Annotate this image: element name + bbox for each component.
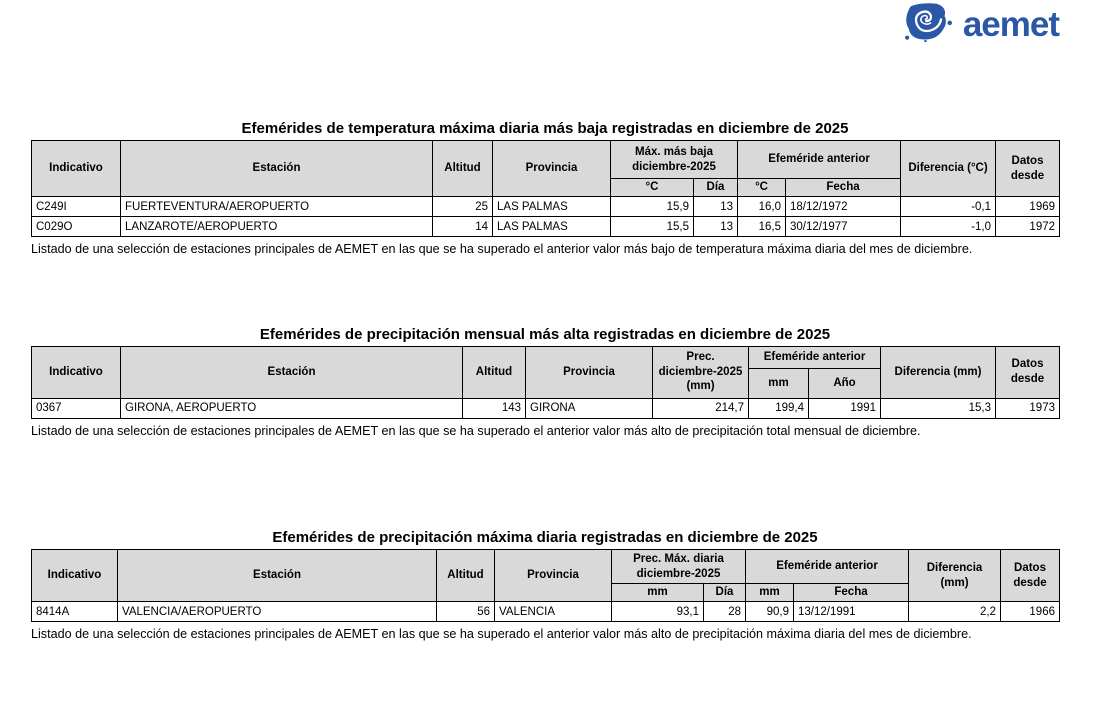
monthly-precip-table: Indicativo Estación Altitud Provincia Pr… [31, 345, 1060, 419]
header-estacion: Estación [117, 549, 437, 603]
section-monthly-precipitation-records: Efemérides de precipitación mensual más … [31, 325, 1060, 442]
header-datos-desde: Datos desde [1000, 549, 1060, 603]
subheader-previous-year: Año [808, 367, 881, 399]
daily-precip-table: Indicativo Estación Altitud Provincia Pr… [31, 549, 1060, 623]
cell-altitud: 143 [462, 397, 526, 419]
page-header: aemet [0, 0, 1095, 43]
table-row: C249I FUERTEVENTURA/AEROPUERTO 25 LAS PA… [31, 196, 1061, 217]
header-group-current: Prec. Máx. diaria diciembre-2025 [611, 549, 746, 585]
cell-estacion: FUERTEVENTURA/AEROPUERTO [120, 196, 433, 217]
cell-diferencia: 2,2 [908, 601, 1001, 623]
table-note-temperature: Listado de una selección de estaciones p… [31, 242, 973, 256]
subheader-previous-date: Fecha [785, 178, 902, 197]
temperature-table: Indicativo Estación Altitud Provincia Má… [31, 140, 1061, 237]
cell-previous-year: 1991 [808, 397, 881, 419]
header-current-precip: Prec. diciembre-2025 (mm) [652, 345, 749, 399]
header-estacion: Estación [120, 345, 463, 399]
header-provincia: Provincia [494, 549, 612, 603]
header-group-previous: Efeméride anterior [737, 140, 902, 179]
header-altitud: Altitud [432, 140, 493, 197]
cell-datos-desde: 1966 [1000, 601, 1060, 623]
aemet-logo: aemet [901, 2, 1060, 47]
table-row: 8414A VALENCIA/AEROPUERTO 56 VALENCIA 93… [31, 601, 1060, 623]
cell-previous-value: 199,4 [748, 397, 809, 419]
header-provincia: Provincia [492, 140, 611, 197]
header-datos-desde: Datos desde [995, 140, 1061, 197]
table-title-monthly-precip: Efemérides de precipitación mensual más … [259, 325, 831, 343]
cell-previous-value: 90,9 [745, 601, 794, 623]
header-diferencia: Diferencia (mm) [908, 549, 1001, 603]
cell-current-value: 214,7 [652, 397, 749, 419]
table-note-daily-precip: Listado de una selección de estaciones p… [31, 627, 972, 642]
header-diferencia: Diferencia (mm) [880, 345, 996, 399]
header-group-current: Máx. más baja diciembre-2025 [609, 140, 739, 179]
section-temperature-records: Efemérides de temperatura máxima diaria … [31, 120, 1061, 260]
cell-previous-date: 13/12/1991 [793, 601, 909, 623]
header-altitud: Altitud [436, 549, 495, 603]
cell-estacion: VALENCIA/AEROPUERTO [117, 601, 437, 623]
cell-provincia: LAS PALMAS [492, 196, 611, 217]
cell-diferencia: -1,0 [900, 216, 997, 237]
cell-indicativo: 0367 [31, 397, 121, 419]
subheader-previous-date: Fecha [793, 583, 909, 603]
header-indicativo: Indicativo [31, 549, 118, 603]
aemet-logo-icon [901, 2, 955, 47]
subheader-current-day: Día [692, 178, 739, 197]
cell-current-value: 15,9 [610, 196, 694, 217]
header-datos-desde: Datos desde [995, 345, 1060, 399]
section-daily-precipitation-records: Efemérides de precipitación máxima diari… [31, 529, 1060, 645]
table-title-temperature: Efemérides de temperatura máxima diaria … [241, 120, 849, 137]
subheader-previous-unit: mm [748, 367, 809, 399]
subheader-current-unit: mm [611, 583, 704, 603]
cell-previous-value: 16,5 [737, 216, 787, 237]
header-provincia: Provincia [525, 345, 653, 399]
cell-datos-desde: 1969 [995, 196, 1061, 217]
cell-current-day: 13 [692, 196, 739, 217]
cell-indicativo: C029O [31, 216, 121, 237]
cell-datos-desde: 1972 [995, 216, 1061, 237]
cell-previous-date: 18/12/1972 [785, 196, 902, 217]
cell-provincia: LAS PALMAS [492, 216, 611, 237]
aemet-logo-wordmark: aemet [962, 4, 1060, 44]
subheader-current-day: Día [703, 583, 746, 603]
cell-indicativo: C249I [31, 196, 121, 217]
subheader-previous-unit: °C [737, 178, 787, 197]
table-title-daily-precip: Efemérides de precipitación máxima diari… [272, 529, 818, 547]
table-row: C029O LANZAROTE/AEROPUERTO 14 LAS PALMAS… [31, 216, 1061, 237]
header-indicativo: Indicativo [31, 345, 121, 399]
cell-estacion: LANZAROTE/AEROPUERTO [120, 216, 433, 237]
cell-provincia: GIRONA [525, 397, 653, 419]
cell-previous-date: 30/12/1977 [785, 216, 902, 237]
cell-diferencia: 15,3 [880, 397, 996, 419]
cell-current-day: 28 [703, 601, 746, 623]
table-note-monthly-precip: Listado de una selección de estaciones p… [31, 423, 921, 438]
subheader-current-unit: °C [610, 178, 694, 197]
cell-diferencia: -0,1 [900, 196, 997, 217]
subheader-previous-unit: mm [745, 583, 794, 603]
cell-altitud: 25 [432, 196, 493, 217]
header-group-previous: Efeméride anterior [748, 345, 881, 369]
cell-current-value: 93,1 [611, 601, 704, 623]
cell-current-day: 13 [692, 216, 739, 237]
header-group-previous: Efeméride anterior [745, 549, 909, 585]
header-altitud: Altitud [462, 345, 526, 399]
cell-datos-desde: 1973 [995, 397, 1060, 419]
cell-current-value: 15,5 [610, 216, 694, 237]
cell-altitud: 56 [436, 601, 495, 623]
cell-altitud: 14 [432, 216, 493, 237]
table-row: 0367 GIRONA, AEROPUERTO 143 GIRONA 214,7… [31, 397, 1060, 419]
header-indicativo: Indicativo [31, 140, 121, 197]
header-diferencia: Diferencia (°C) [900, 140, 997, 197]
cell-indicativo: 8414A [31, 601, 118, 623]
cell-previous-value: 16,0 [737, 196, 787, 217]
cell-estacion: GIRONA, AEROPUERTO [120, 397, 463, 419]
cell-provincia: VALENCIA [494, 601, 612, 623]
header-estacion: Estación [120, 140, 433, 197]
